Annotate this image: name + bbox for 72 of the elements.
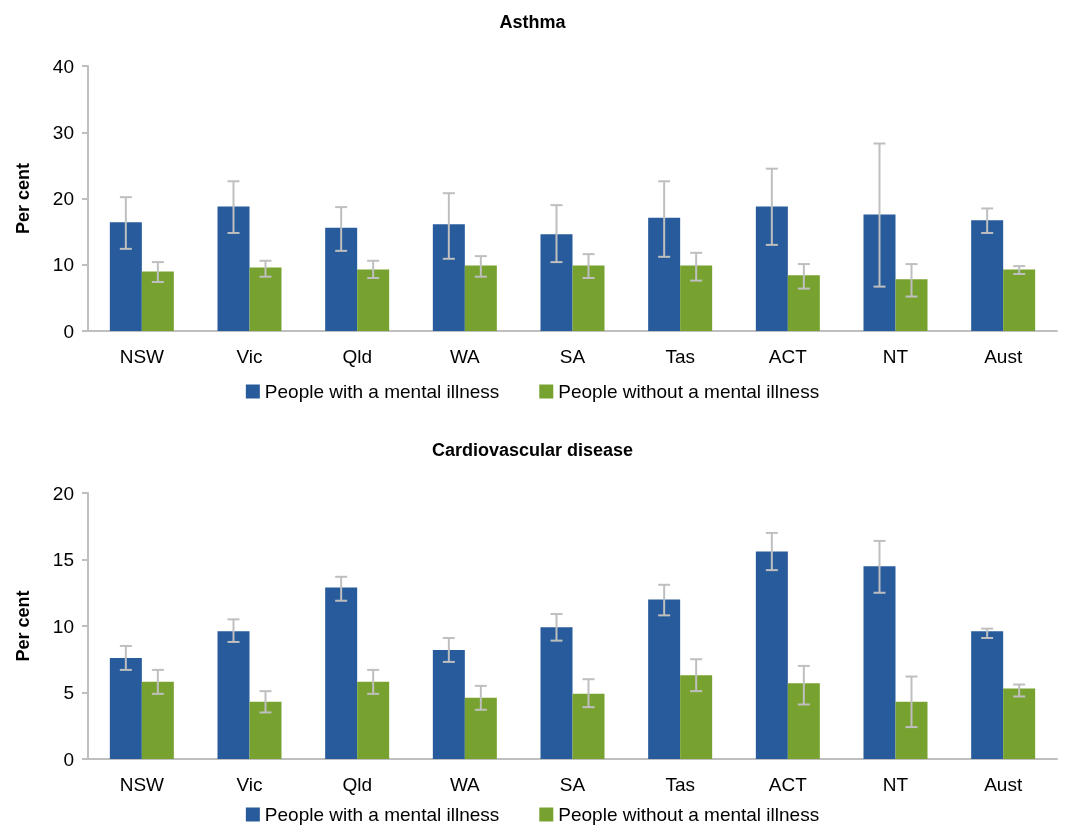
bar xyxy=(863,214,896,331)
bar xyxy=(432,224,465,331)
x-tick-label: ACT xyxy=(768,346,808,367)
bar xyxy=(572,693,605,759)
legend-label: People with a mental illness xyxy=(264,804,500,825)
bar xyxy=(971,631,1004,759)
y-tick-label: 30 xyxy=(52,121,74,143)
bar xyxy=(325,227,358,331)
bar xyxy=(895,279,928,331)
y-axis-title: Per cent xyxy=(13,162,33,235)
y-tick-label: 40 xyxy=(52,55,74,77)
x-tick-label: Vic xyxy=(236,346,263,367)
bar xyxy=(971,220,1004,331)
bar xyxy=(325,587,358,759)
bar xyxy=(109,657,142,759)
bar xyxy=(249,267,282,331)
x-tick-label: Aust xyxy=(984,346,1023,367)
bar xyxy=(787,275,820,331)
bar xyxy=(432,649,465,759)
bar xyxy=(357,269,390,331)
bar xyxy=(755,206,788,331)
bar xyxy=(464,265,497,331)
x-tick-label: NT xyxy=(882,346,909,367)
bar xyxy=(109,222,142,331)
x-tick-label: Tas xyxy=(665,346,695,367)
legend-label: People without a mental illness xyxy=(558,804,820,825)
y-tick-label: 10 xyxy=(52,254,74,276)
bar xyxy=(357,681,390,759)
bar xyxy=(787,683,820,759)
x-tick-label: Aust xyxy=(984,774,1023,795)
x-tick-label: NSW xyxy=(119,346,165,367)
x-tick-label: SA xyxy=(559,774,586,795)
bar xyxy=(141,271,174,331)
x-tick-label: Qld xyxy=(342,774,372,795)
y-tick-label: 20 xyxy=(52,188,74,209)
x-tick-label: ACT xyxy=(768,774,808,795)
bar xyxy=(464,697,497,759)
bar xyxy=(680,675,713,759)
x-tick-label: NT xyxy=(882,774,909,795)
y-tick-label: 0 xyxy=(63,748,74,770)
bar xyxy=(895,701,928,759)
bar xyxy=(680,265,713,331)
x-tick-label: Tas xyxy=(665,774,695,795)
y-tick-label: 15 xyxy=(52,549,74,570)
y-tick-label: 5 xyxy=(63,682,74,703)
bar xyxy=(1003,688,1036,759)
bar xyxy=(863,566,896,759)
x-tick-label: Qld xyxy=(342,346,372,367)
y-tick-label: 0 xyxy=(63,320,74,342)
bar xyxy=(249,701,282,759)
y-tick-label: 20 xyxy=(52,482,74,504)
bar xyxy=(217,206,250,331)
bar xyxy=(141,681,174,759)
bar xyxy=(540,627,573,759)
bar xyxy=(540,234,573,331)
x-tick-label: WA xyxy=(449,346,481,367)
y-tick-label: 10 xyxy=(52,615,74,637)
bar xyxy=(217,631,250,759)
x-tick-label: Vic xyxy=(236,774,263,795)
bar xyxy=(755,551,788,759)
chart-title: Asthma xyxy=(499,12,567,32)
x-tick-label: WA xyxy=(449,774,481,795)
bar xyxy=(572,265,605,331)
legend-label: People without a mental illness xyxy=(558,381,820,402)
y-axis-title: Per cent xyxy=(13,590,33,662)
x-tick-label: SA xyxy=(559,346,586,367)
chart-title: Cardiovascular disease xyxy=(431,440,634,460)
bar xyxy=(648,599,681,759)
bar xyxy=(1003,269,1036,331)
bar xyxy=(648,217,681,331)
x-tick-label: NSW xyxy=(119,774,165,795)
legend-label: People with a mental illness xyxy=(264,381,500,402)
